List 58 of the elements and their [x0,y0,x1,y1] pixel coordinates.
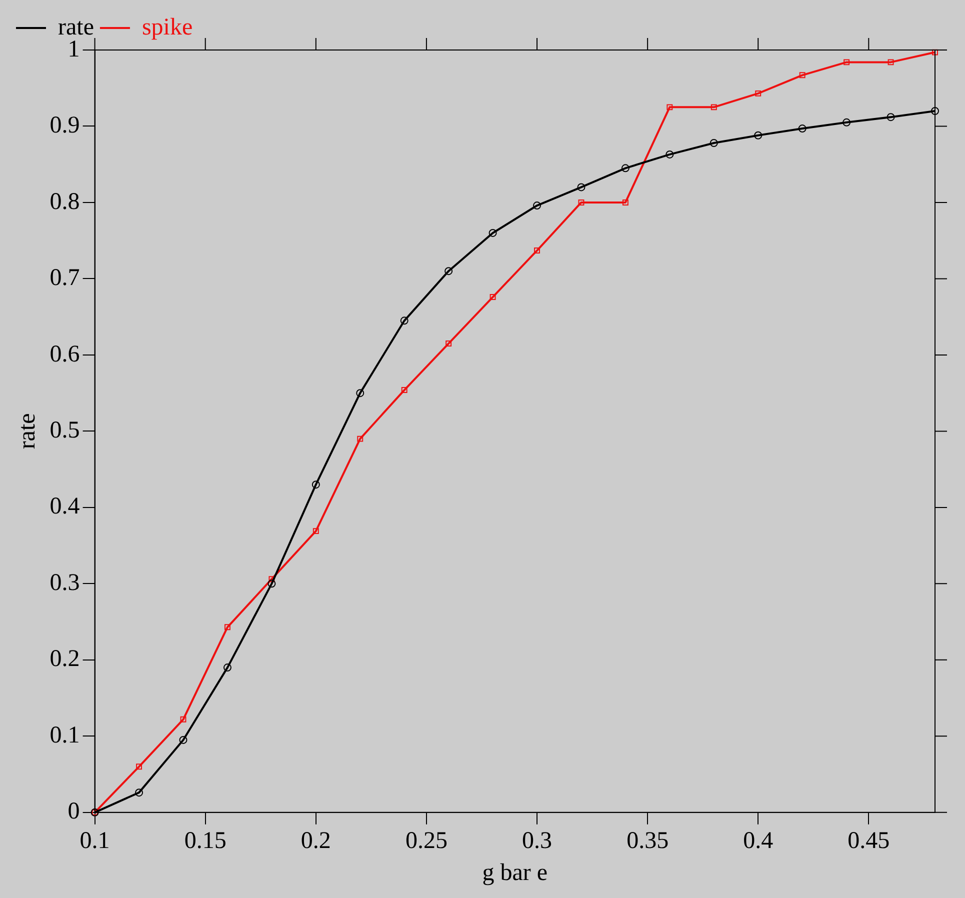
y-tick-label: 0.6 [50,341,80,368]
point [621,164,630,172]
x-axis-title: g bar e [482,860,548,886]
y-tick-label: 0.8 [50,188,80,215]
point [710,104,717,110]
point [135,788,144,797]
y-axis-title: rate [14,413,41,450]
point [180,716,186,722]
y-tick-label: 0.2 [50,646,80,672]
point [578,200,584,206]
legend-label: spike [142,14,193,40]
point [446,340,452,346]
point [577,183,586,192]
x-tick-label: 0.25 [405,828,448,854]
y-tick-label: 0.5 [50,417,80,444]
point [799,72,806,78]
point [224,624,230,630]
point [622,200,628,206]
y-tick-label: 0 [68,798,80,825]
point [888,59,894,66]
y-tick-label: 0.9 [50,112,80,139]
point [710,139,718,148]
point [400,316,408,325]
y-tick-label: 0.3 [50,570,80,596]
x-tick-label: 0.2 [300,828,331,854]
point [357,436,364,442]
point [932,49,938,56]
point [312,480,320,489]
y-tick-label: 0.1 [50,722,80,748]
point [842,118,851,126]
point [844,59,850,66]
point [179,736,188,744]
point [666,150,674,158]
x-tick-label: 0.45 [848,828,890,854]
x-tick-label: 0.15 [184,828,226,854]
point [444,267,453,276]
point [356,389,364,398]
x-tick-label: 0.3 [522,828,552,854]
point [755,90,762,96]
point [490,294,496,300]
point [533,202,542,210]
point [488,228,497,237]
x-tick-label: 0.35 [626,828,669,854]
y-tick-label: 0.7 [50,265,80,292]
point [268,576,275,582]
point [534,248,540,254]
point [666,104,673,110]
point [268,580,276,588]
point [798,124,806,133]
x-tick-label: 0.4 [743,828,774,854]
point [312,528,319,534]
point [401,387,408,394]
point [754,131,762,140]
point [886,113,895,122]
point [223,664,232,672]
y-tick-label: 0.4 [50,494,80,520]
point [931,106,939,115]
point [136,764,142,770]
